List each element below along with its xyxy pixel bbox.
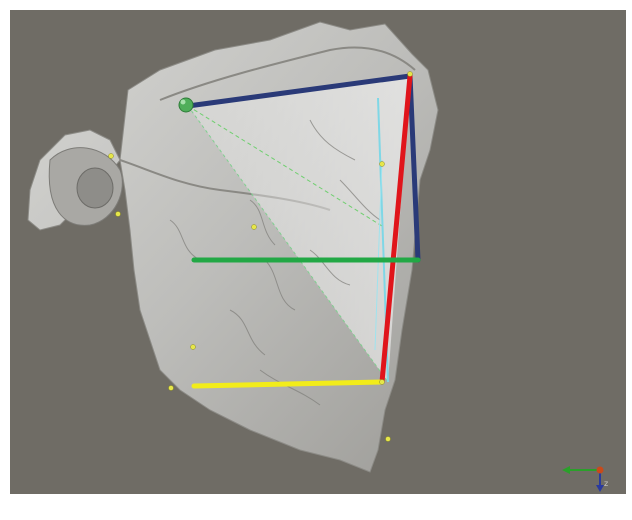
navy-line-vertical xyxy=(407,73,421,263)
landmark-point[interactable] xyxy=(379,161,385,167)
green-sphere-highlight xyxy=(180,99,186,105)
landmark-point[interactable] xyxy=(251,224,257,230)
axis-x-arrow-icon xyxy=(562,466,570,474)
mesh-texture xyxy=(169,119,381,406)
landmark-point[interactable] xyxy=(115,211,121,217)
scene-svg: z xyxy=(27,21,608,492)
landmark-point[interactable] xyxy=(190,344,196,350)
eye-socket xyxy=(76,167,114,209)
navy-line-top xyxy=(185,73,413,109)
landmark-point[interactable] xyxy=(385,436,391,442)
axis-gizmo: z xyxy=(562,466,608,492)
dashed-guide-2 xyxy=(187,105,389,383)
green-sphere-landmark[interactable] xyxy=(178,97,194,113)
landmark-point[interactable] xyxy=(108,153,114,159)
cranium-ridge xyxy=(159,46,416,101)
axis-z-label: z xyxy=(604,479,608,488)
reference-plane xyxy=(188,76,410,382)
axis-origin-icon xyxy=(596,466,604,474)
3d-viewport[interactable]: z xyxy=(10,10,626,494)
landmark-point[interactable] xyxy=(168,385,174,391)
landmark-point[interactable] xyxy=(407,71,413,77)
landmark-point[interactable] xyxy=(379,379,385,385)
cyan-line-2 xyxy=(374,159,383,351)
red-line xyxy=(379,73,413,385)
landmark-points xyxy=(108,71,413,442)
dashed-guide xyxy=(187,105,383,227)
axis-y-arrow-icon xyxy=(596,485,604,492)
yellow-line xyxy=(191,379,385,389)
